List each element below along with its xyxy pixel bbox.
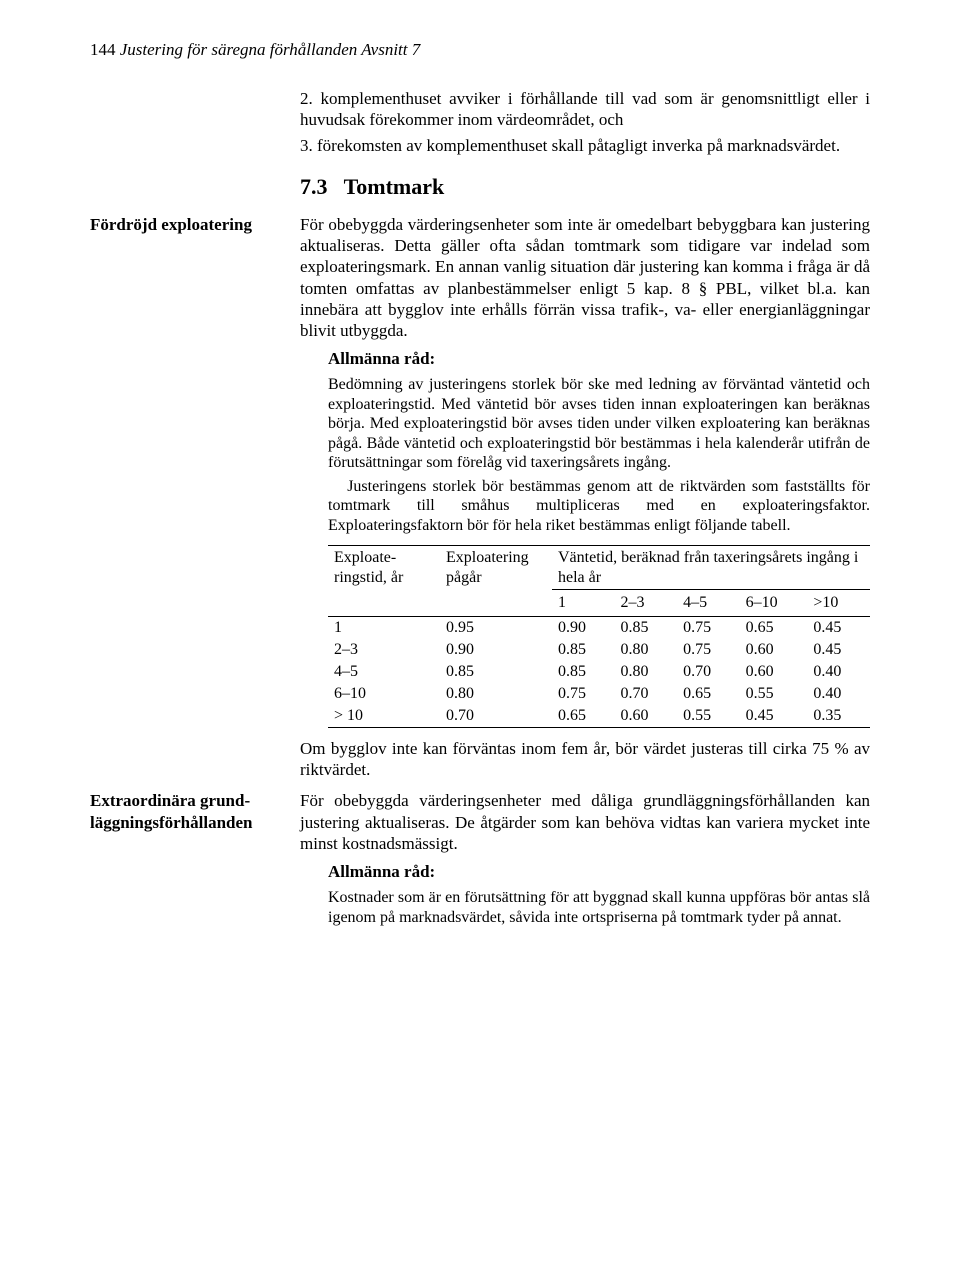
list-item-2: 2. komplementhuset avviker i förhållande… bbox=[300, 88, 870, 131]
rad-paragraph: Bedömning av justeringens storlek bör sk… bbox=[328, 375, 870, 473]
table-cell: 0.75 bbox=[677, 639, 740, 661]
table-cell: 0.75 bbox=[677, 616, 740, 639]
table-cell: 0.60 bbox=[740, 661, 808, 683]
table-cell: 0.75 bbox=[552, 683, 615, 705]
table-subheader: 2–3 bbox=[615, 589, 678, 616]
table-cell: 0.85 bbox=[440, 661, 552, 683]
page-number: 144 bbox=[90, 40, 116, 59]
table-cell: 1 bbox=[328, 616, 440, 639]
table-row: 2–3 0.90 0.85 0.80 0.75 0.60 0.45 bbox=[328, 639, 870, 661]
table-cell: 0.80 bbox=[440, 683, 552, 705]
running-head: 144 Justering för säregna förhållanden A… bbox=[90, 40, 870, 60]
table-cell: 0.85 bbox=[615, 616, 678, 639]
margin-label-extra-grund: Extraordinära grund­läggningsförhållande… bbox=[90, 790, 290, 833]
table-cell: 0.55 bbox=[740, 683, 808, 705]
table-cell: 0.45 bbox=[807, 616, 870, 639]
section-heading: 7.3 Tomtmark bbox=[300, 174, 870, 200]
body-paragraph: För obebyggda värderingsenheter med dåli… bbox=[300, 790, 870, 854]
table-cell: 0.70 bbox=[615, 683, 678, 705]
section-title: Tomtmark bbox=[344, 174, 445, 199]
table-cell: 0.65 bbox=[740, 616, 808, 639]
table-cell: 0.45 bbox=[740, 705, 808, 728]
body-paragraph: Om bygglov inte kan förväntas inom fem å… bbox=[300, 738, 870, 781]
table-cell: 0.45 bbox=[807, 639, 870, 661]
table-cell: 0.90 bbox=[552, 616, 615, 639]
table-cell: 2–3 bbox=[328, 639, 440, 661]
table-cell: > 10 bbox=[328, 705, 440, 728]
item-text: komplementhuset avviker i förhållande ti… bbox=[300, 89, 870, 129]
table-cell: 0.85 bbox=[552, 639, 615, 661]
table-row: > 10 0.70 0.65 0.60 0.55 0.45 0.35 bbox=[328, 705, 870, 728]
table-cell: 0.85 bbox=[552, 661, 615, 683]
table-header: Exploate­ringstid, år bbox=[328, 546, 440, 616]
rad-paragraph: Kostnader som är en förutsättning för at… bbox=[328, 888, 870, 927]
table-cell: 4–5 bbox=[328, 661, 440, 683]
table-header: Exploate­ring pågår bbox=[440, 546, 552, 616]
list-item-3: 3. förekomsten av komplementhuset skall … bbox=[300, 135, 870, 156]
table-cell: 0.95 bbox=[440, 616, 552, 639]
table-cell: 0.35 bbox=[807, 705, 870, 728]
table-cell: 0.80 bbox=[615, 661, 678, 683]
table-row: 1 0.95 0.90 0.85 0.75 0.65 0.45 bbox=[328, 616, 870, 639]
table-cell: 0.40 bbox=[807, 683, 870, 705]
table-cell: 0.90 bbox=[440, 639, 552, 661]
fordrojd-row: Fördröjd exploatering För obebyggda värd… bbox=[90, 214, 870, 787]
table-subheader: 4–5 bbox=[677, 589, 740, 616]
table-cell: 0.60 bbox=[615, 705, 678, 728]
table-cell: 0.70 bbox=[440, 705, 552, 728]
item-number: 2. bbox=[300, 89, 313, 108]
intro-block: 2. komplementhuset avviker i förhållande… bbox=[90, 88, 870, 214]
table-cell: 0.65 bbox=[552, 705, 615, 728]
allmanna-rad-block-2: Allmänna råd: Kostnader som är en föruts… bbox=[328, 862, 870, 927]
body-paragraph: För obebyggda värderingsenheter som inte… bbox=[300, 214, 870, 342]
item-text: förekomsten av komplementhuset skall påt… bbox=[317, 136, 840, 155]
page: 144 Justering för säregna förhållanden A… bbox=[0, 0, 960, 1262]
table-row: 4–5 0.85 0.85 0.80 0.70 0.60 0.40 bbox=[328, 661, 870, 683]
table-cell: 0.60 bbox=[740, 639, 808, 661]
table-subheader: 1 bbox=[552, 589, 615, 616]
allmanna-rad-heading: Allmänna råd: bbox=[328, 862, 870, 882]
table-subheader: >10 bbox=[807, 589, 870, 616]
allmanna-rad-block: Allmänna råd: Bedömning av justeringens … bbox=[328, 349, 870, 728]
extra-grund-row: Extraordinära grund­läggningsförhållande… bbox=[90, 790, 870, 931]
item-number: 3. bbox=[300, 136, 313, 155]
table-row: 6–10 0.80 0.75 0.70 0.65 0.55 0.40 bbox=[328, 683, 870, 705]
table-cell: 0.55 bbox=[677, 705, 740, 728]
rad-paragraph: Justeringens storlek bör bestämmas genom… bbox=[328, 477, 870, 536]
table-header-group: Väntetid, beräknad från taxeringsårets i… bbox=[552, 546, 870, 589]
table-cell: 0.70 bbox=[677, 661, 740, 683]
table-cell: 0.65 bbox=[677, 683, 740, 705]
table-cell: 0.40 bbox=[807, 661, 870, 683]
section-number: 7.3 bbox=[300, 174, 328, 199]
table-subheader: 6–10 bbox=[740, 589, 808, 616]
exploateringsfaktor-table: Exploate­ringstid, år Exploate­ring pågå… bbox=[328, 545, 870, 727]
table-cell: 6–10 bbox=[328, 683, 440, 705]
table-cell: 0.80 bbox=[615, 639, 678, 661]
allmanna-rad-heading: Allmänna råd: bbox=[328, 349, 870, 369]
margin-label-fordrojd: Fördröjd exploatering bbox=[90, 214, 290, 235]
running-title: Justering för säregna förhållanden Avsni… bbox=[120, 40, 421, 59]
